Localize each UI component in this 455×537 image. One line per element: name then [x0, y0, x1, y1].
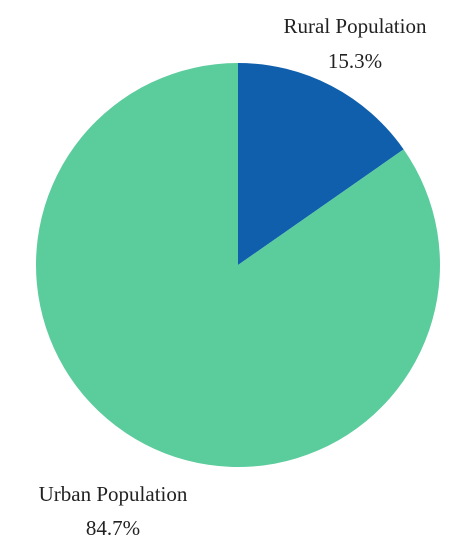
label-urban-value: 84.7% [86, 516, 140, 537]
label-rural-name: Rural Population [284, 14, 427, 38]
label-urban-name: Urban Population [39, 482, 188, 506]
label-rural-value: 15.3% [328, 49, 382, 73]
pie-slice-rural-population [238, 63, 404, 265]
slice-labels: Rural Population 15.3% Urban Population … [39, 14, 427, 537]
pie-slices [35, 63, 440, 468]
pie-slice-urban-population [35, 63, 440, 468]
